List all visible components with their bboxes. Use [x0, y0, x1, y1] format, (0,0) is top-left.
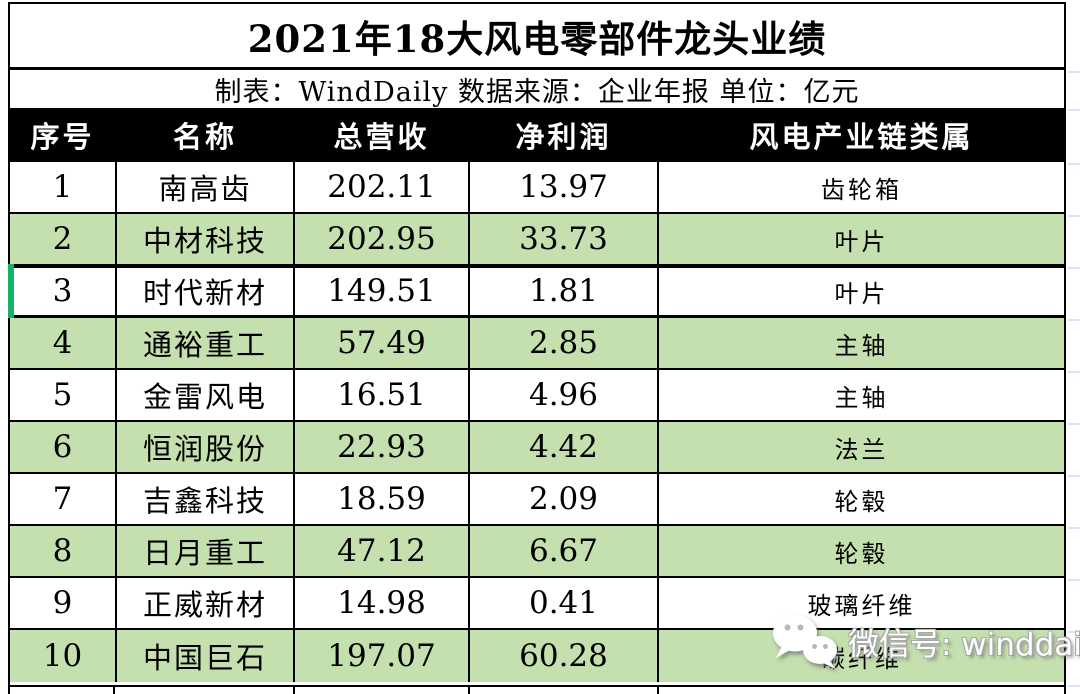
- table-row: 6 恒润股份 22.93 4.42 法兰: [10, 422, 1064, 474]
- cell-category[interactable]: 轮毂: [834, 539, 889, 568]
- cell-profit[interactable]: 33.73: [470, 214, 659, 264]
- gridline: [1068, 371, 1080, 373]
- gridline: [1068, 631, 1080, 633]
- cell-profit[interactable]: 2.85: [470, 318, 659, 368]
- cell-profit[interactable]: 0.41: [470, 578, 659, 628]
- gridline: [293, 687, 295, 694]
- cell-revenue[interactable]: 47.12: [295, 526, 470, 576]
- cell-revenue[interactable]: 22.93: [295, 422, 470, 472]
- cell-name[interactable]: 日月重工: [117, 526, 295, 576]
- table-title: 2021年18大风电零部件龙头业绩: [10, 4, 1064, 70]
- header-category: 风电产业链类属: [749, 120, 974, 154]
- cell-no[interactable]: 5: [10, 370, 117, 420]
- cell-name[interactable]: 恒润股份: [117, 422, 295, 472]
- cell-revenue[interactable]: 202.95: [295, 214, 470, 264]
- cell-category[interactable]: 法兰: [834, 435, 889, 464]
- gridline: [1068, 267, 1080, 269]
- header-no: 序号: [10, 108, 117, 162]
- gridline: [1068, 685, 1080, 687]
- gridline: [113, 687, 115, 694]
- cell-no[interactable]: 9: [10, 578, 117, 628]
- cell-revenue[interactable]: 14.98: [295, 578, 470, 628]
- gridline: [468, 687, 470, 694]
- cell-revenue[interactable]: 197.07: [295, 630, 470, 682]
- gridline: [1068, 215, 1080, 217]
- table-row: 10 中国巨石 197.07 60.28 碳纤维: [10, 630, 1064, 682]
- table-row: 2 中材科技 202.95 33.73 叶片: [10, 214, 1064, 266]
- header-profit: 净利润: [470, 108, 659, 162]
- cell-profit[interactable]: 1.81: [470, 266, 659, 316]
- gridline: [8, 687, 10, 694]
- gridline: [1068, 423, 1080, 425]
- gridline: [1068, 579, 1080, 581]
- table-row-selected: 3 时代新材 149.51 1.81 叶片: [8, 264, 1064, 318]
- cell-name[interactable]: 通裕重工: [117, 318, 295, 368]
- gridline: [657, 687, 659, 694]
- gridline: [1068, 527, 1080, 529]
- cell-no[interactable]: 10: [10, 630, 117, 682]
- cell-category[interactable]: 玻璃纤维: [807, 591, 916, 620]
- cell-name[interactable]: 正威新材: [117, 578, 295, 628]
- table-row: 5 金雷风电 16.51 4.96 主轴: [10, 370, 1064, 422]
- cell-category[interactable]: 齿轮箱: [821, 175, 902, 204]
- cell-profit[interactable]: 4.42: [470, 422, 659, 472]
- cell-name[interactable]: 南高齿: [117, 162, 295, 212]
- cell-category[interactable]: 主轴: [834, 331, 889, 360]
- cell-no[interactable]: 8: [10, 526, 117, 576]
- cell-no[interactable]: 3: [10, 266, 117, 316]
- cell-name[interactable]: 中国巨石: [117, 630, 295, 682]
- partial-next-row: [8, 687, 1066, 694]
- table-row: 9 正威新材 14.98 0.41 玻璃纤维: [10, 578, 1064, 630]
- cell-profit[interactable]: 4.96: [470, 370, 659, 420]
- cell-no[interactable]: 7: [10, 474, 117, 524]
- cell-name[interactable]: 时代新材: [117, 266, 295, 316]
- cell-revenue[interactable]: 149.51: [295, 266, 470, 316]
- gridline: [1068, 319, 1080, 321]
- cell-no[interactable]: 4: [10, 318, 117, 368]
- cell-profit[interactable]: 60.28: [470, 630, 659, 682]
- gridline: [1068, 109, 1080, 111]
- cell-revenue[interactable]: 57.49: [295, 318, 470, 368]
- table-row: 4 通裕重工 57.49 2.85 主轴: [10, 318, 1064, 370]
- gridline: [1068, 163, 1080, 165]
- cell-name[interactable]: 吉鑫科技: [117, 474, 295, 524]
- header-revenue: 总营收: [295, 108, 470, 162]
- cell-category[interactable]: 主轴: [834, 383, 889, 412]
- cell-no[interactable]: 1: [10, 162, 117, 212]
- cell-name[interactable]: 中材科技: [117, 214, 295, 264]
- cell-no[interactable]: 2: [10, 214, 117, 264]
- header-name: 名称: [117, 108, 295, 162]
- gridline: [1068, 71, 1080, 73]
- cell-category[interactable]: 碳纤维: [821, 644, 902, 673]
- cell-category[interactable]: 轮毂: [834, 487, 889, 516]
- table-subtitle: 制表：WindDaily 数据来源：企业年报 单位：亿元: [214, 76, 860, 108]
- cell-revenue[interactable]: 202.11: [295, 162, 470, 212]
- cell-revenue[interactable]: 18.59: [295, 474, 470, 524]
- cell-profit[interactable]: 2.09: [470, 474, 659, 524]
- gridline: [1068, 475, 1080, 477]
- cell-no[interactable]: 6: [10, 422, 117, 472]
- cell-profit[interactable]: 6.67: [470, 526, 659, 576]
- cell-revenue[interactable]: 16.51: [295, 370, 470, 420]
- table-row: 7 吉鑫科技 18.59 2.09 轮毂: [10, 474, 1064, 526]
- cell-profit[interactable]: 13.97: [470, 162, 659, 212]
- gridline: [1064, 687, 1066, 694]
- table-header-row: 序号 名称 总营收 净利润 风电产业链类属: [10, 108, 1064, 162]
- cell-category[interactable]: 叶片: [834, 279, 889, 308]
- sheet-gridline-margin: [1068, 0, 1080, 694]
- table-row: 1 南高齿 202.11 13.97 齿轮箱: [10, 162, 1064, 214]
- cell-name[interactable]: 金雷风电: [117, 370, 295, 420]
- table-row: 8 日月重工 47.12 6.67 轮毂: [10, 526, 1064, 578]
- results-table: 2021年18大风电零部件龙头业绩 制表：WindDaily 数据来源：企业年报…: [8, 2, 1066, 687]
- cell-category[interactable]: 叶片: [834, 227, 889, 256]
